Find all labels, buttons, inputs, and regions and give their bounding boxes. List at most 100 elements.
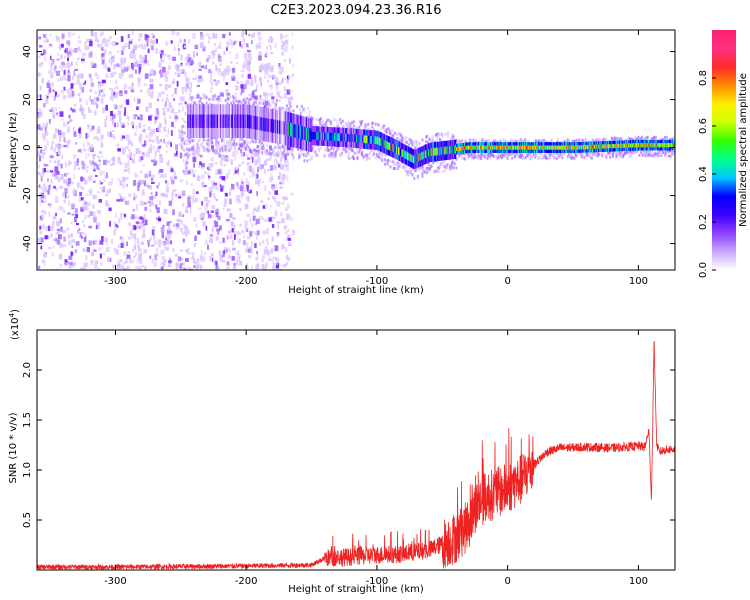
spectrogram-cell: [285, 207, 289, 211]
spectrogram-cell: [305, 151, 308, 155]
spectrogram-cell: [209, 80, 212, 83]
spectrogram-cell: [68, 160, 71, 167]
spectrogram-cell: [278, 264, 282, 267]
spectrogram-cell: [43, 260, 46, 267]
spectrogram-cell: [229, 234, 233, 239]
spectrogram-cell: [308, 158, 311, 161]
spectrogram-cell: [291, 73, 295, 77]
spectrogram-cell: [640, 150, 643, 154]
spectrogram-cell: [285, 34, 289, 38]
spectrogram-cell: [173, 176, 178, 180]
spectrogram-cell: [53, 245, 55, 249]
spectrogram-cell: [84, 233, 87, 240]
spectrogram-cell: [357, 152, 360, 156]
spectrogram-cell: [248, 33, 250, 37]
spectrogram-cell: [212, 50, 216, 56]
spectrogram-cell: [205, 239, 208, 245]
spectrogram-cell: [561, 156, 564, 160]
spectrogram-cell: [163, 138, 165, 144]
spectrogram-cell: [255, 173, 258, 180]
spectrogram-cell: [83, 237, 87, 243]
spectrogram-cell: [204, 171, 207, 175]
spectrogram-cell: [179, 249, 184, 252]
spectrogram-cell: [111, 88, 115, 94]
spectrogram-cell: [212, 61, 215, 65]
spectrogram-cell: [315, 124, 318, 128]
spectrogram-cell: [153, 235, 156, 241]
spectrogram-cell: [89, 175, 93, 181]
spectrogram-cell: [231, 221, 235, 227]
spectrogram-cell: [220, 154, 224, 161]
spectrogram-cell: [49, 45, 54, 48]
spectrogram-cell: [187, 170, 191, 174]
spectrogram-cell: [161, 97, 164, 102]
spectrogram-cell: [139, 54, 142, 60]
spectrogram-cell: [370, 149, 373, 153]
spectrogram-cell: [491, 152, 494, 156]
spectrogram-cell: [180, 130, 183, 134]
spectrogram-cell: [341, 151, 343, 155]
spectrogram-cell: [93, 32, 98, 37]
spectrogram-cell: [325, 120, 328, 124]
spectrogram-cell: [265, 153, 268, 156]
spectrogram-cell: [256, 262, 259, 269]
spectrogram-cell: [169, 177, 173, 180]
spectrogram-cell: [376, 149, 379, 153]
spectrogram-cell: [86, 202, 91, 206]
spectrogram-cell: [274, 42, 277, 48]
spectrogram-cell: [217, 102, 220, 106]
spectrogram-cell: [195, 191, 199, 194]
spectrogram-cell: [167, 161, 170, 167]
spectrogram-cell: [37, 72, 40, 77]
spectrogram-cell: [120, 36, 124, 42]
spectrogram-cell: [111, 178, 113, 185]
spectrogram-cell: [245, 143, 248, 147]
spectrogram-cell: [211, 257, 214, 262]
spectrogram-cell: [63, 236, 66, 242]
spectrogram-cell: [287, 160, 289, 166]
spectrogram-cell: [200, 96, 202, 100]
spectrogram-cell: [92, 157, 95, 160]
spectrogram-cell: [321, 120, 324, 124]
spectrogram-cell: [86, 38, 90, 43]
spectrogram-cell: [148, 185, 152, 190]
spectrogram-cell: [461, 139, 464, 143]
spectrogram-cell: [438, 169, 440, 173]
spectrogram-cell: [263, 168, 266, 174]
spectrogram-cell: [94, 239, 98, 245]
spectrogram-cell: [76, 182, 79, 188]
spectrogram-cell: [274, 198, 277, 204]
spectrogram-cell: [88, 153, 91, 157]
spectrogram-cell: [311, 116, 314, 120]
spectrogram-cell: [285, 255, 288, 259]
spectrogram-cell: [103, 159, 107, 165]
spectrogram-cell: [375, 153, 378, 156]
spectrogram-cell: [187, 201, 191, 208]
spectrogram-cell: [381, 160, 384, 164]
spectrogram-cell: [571, 156, 574, 160]
spectrogram-cell: [89, 39, 93, 43]
spectrogram-cell: [262, 180, 265, 184]
spectrogram-cell: [45, 94, 50, 97]
spectrogram-cell: [124, 162, 128, 169]
spectrogram-cell: [223, 203, 226, 207]
spectrogram-cell: [347, 120, 350, 124]
spectrogram-cell: [182, 214, 185, 218]
spectrogram-cell: [416, 141, 418, 145]
spectrogram-cell: [43, 195, 47, 200]
spectrogram-cell: [255, 179, 259, 185]
spectrogram-cell: [241, 229, 245, 234]
spectrogram-cell: [38, 63, 42, 68]
spectrogram-cell: [251, 151, 256, 157]
spectrogram-cell: [128, 87, 131, 90]
spectrogram-cell: [276, 234, 280, 237]
spectrogram-cell: [135, 114, 138, 117]
spectrogram-cell: [59, 76, 63, 81]
spectrogram-cell: [259, 94, 262, 98]
spectrogram-cell: [248, 189, 251, 192]
spectrogram-cell: [387, 127, 390, 131]
spectrogram-cell: [155, 247, 158, 253]
spectrogram-cell: [284, 159, 287, 164]
spectrogram-cell: [199, 154, 203, 158]
spectrogram-cell: [229, 198, 232, 205]
